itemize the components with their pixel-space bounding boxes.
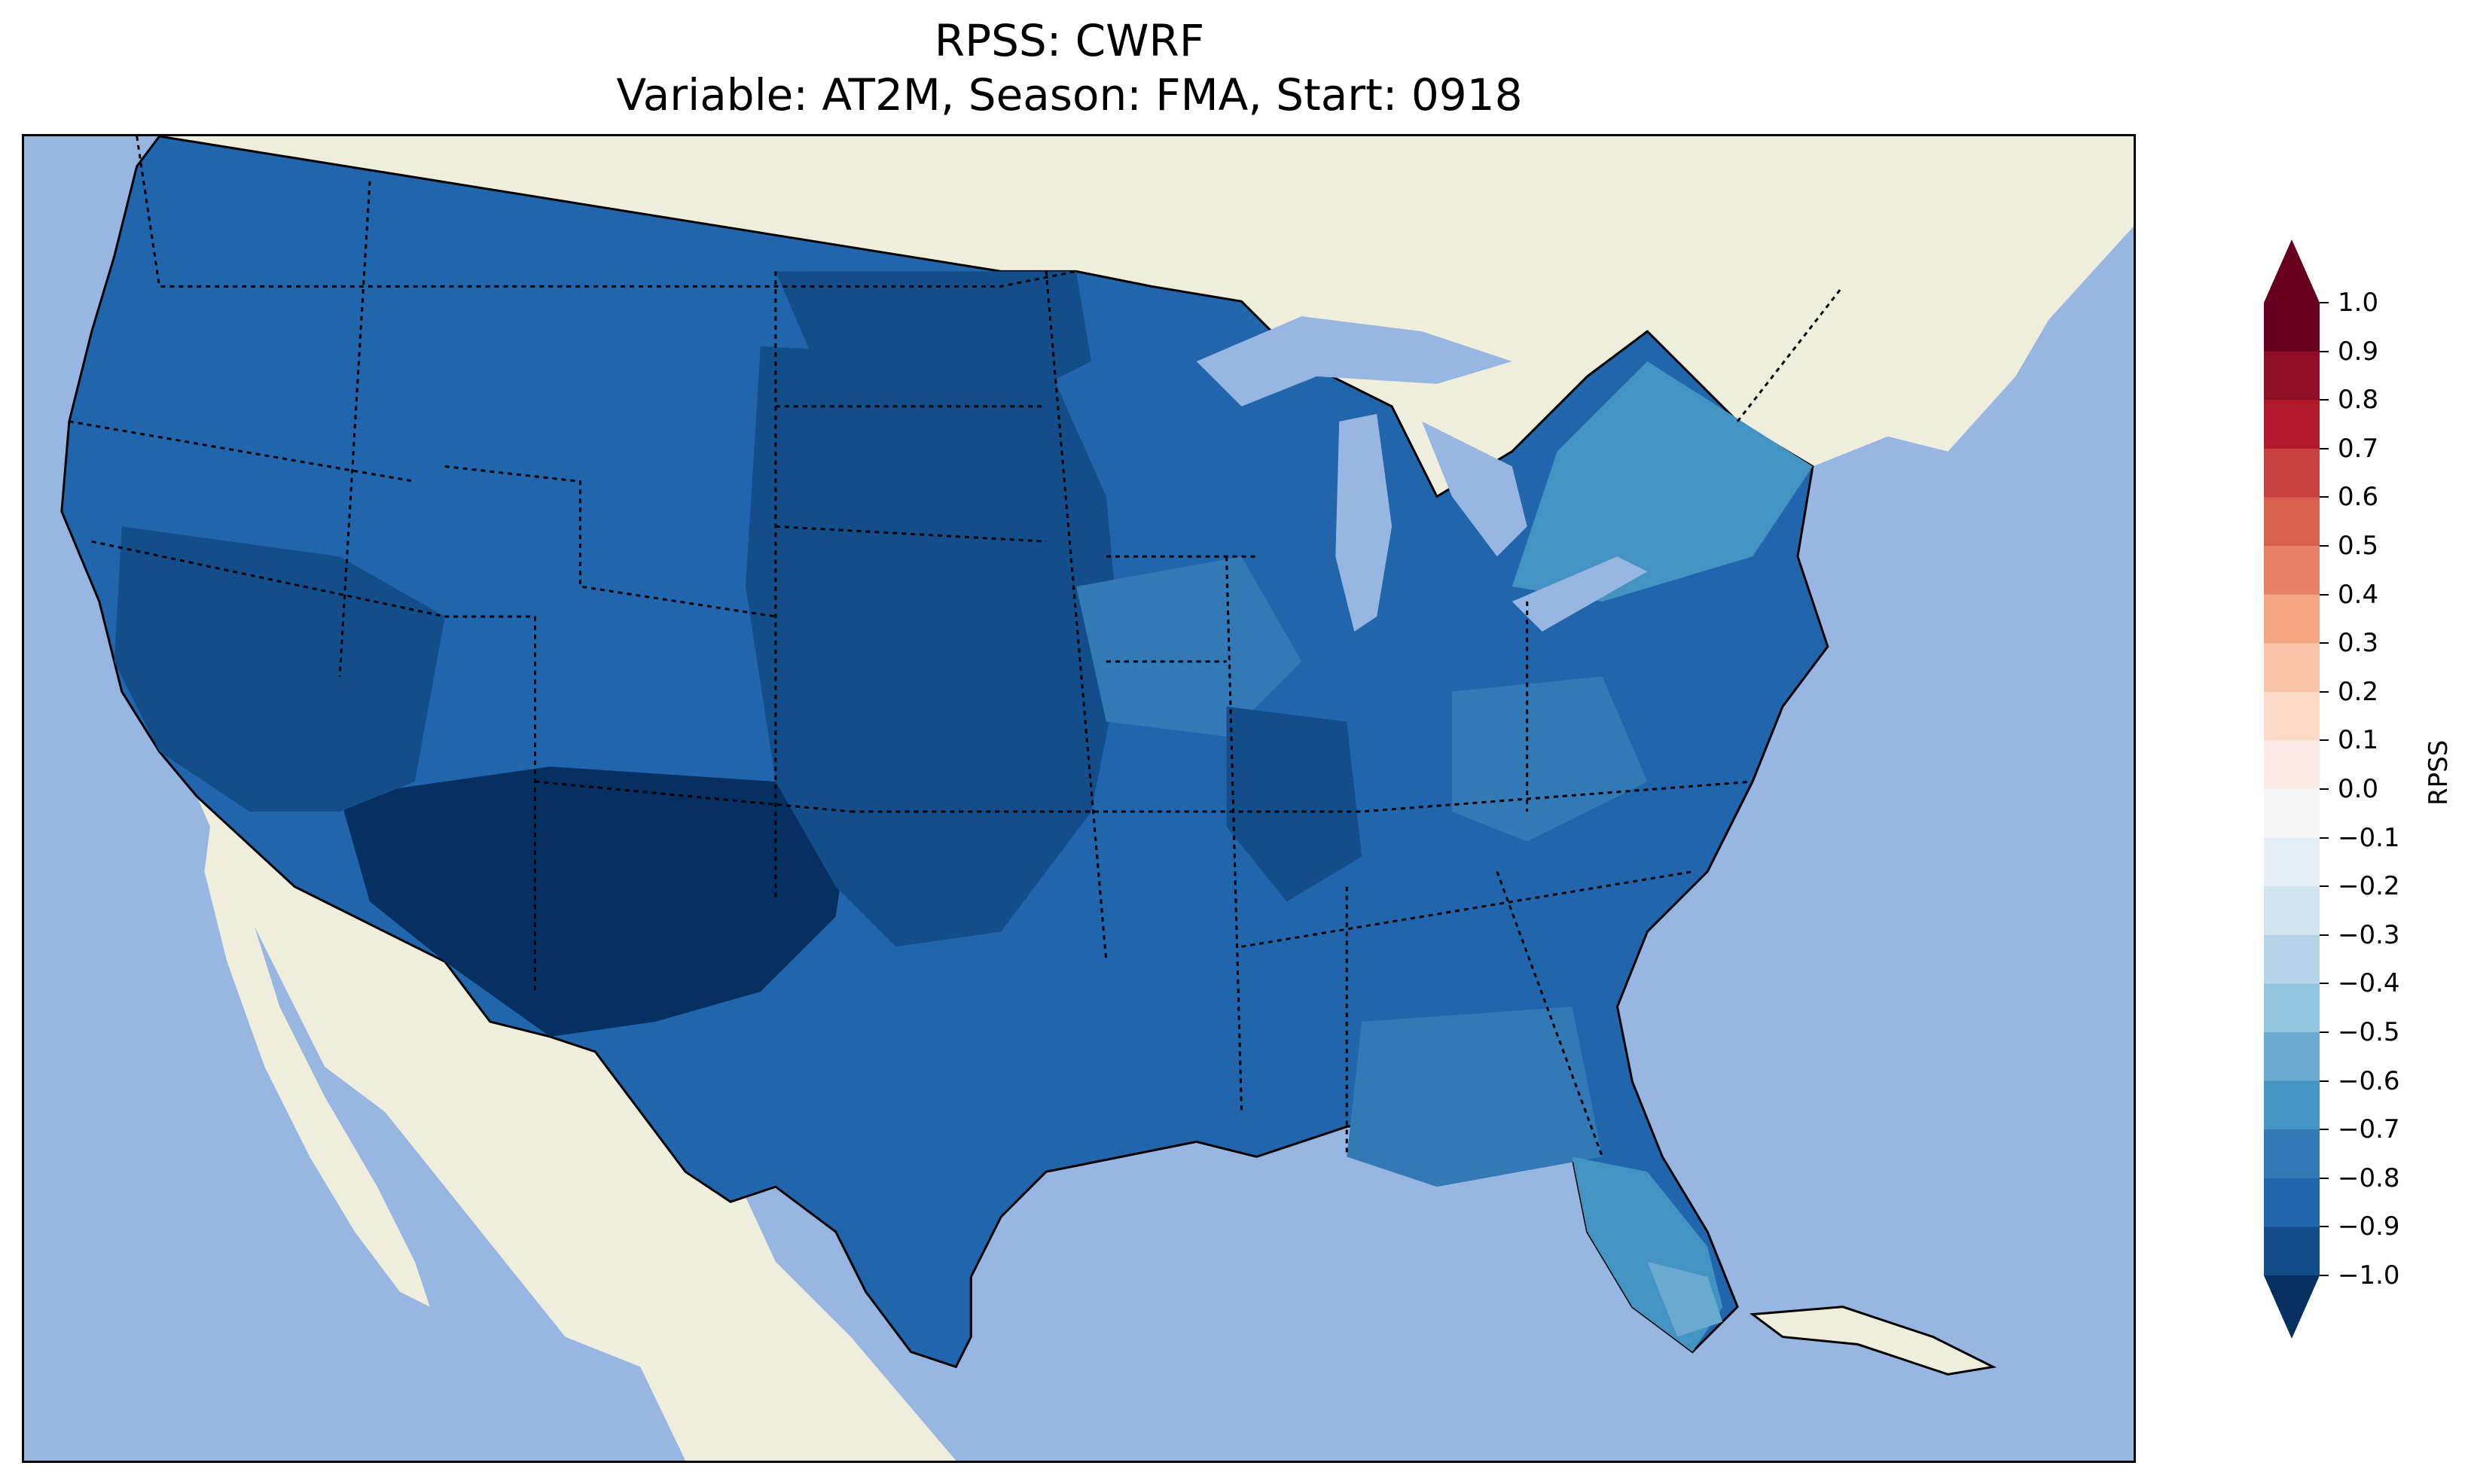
colorbar-extend-max [2264,239,2320,303]
colorbar-tick-mark [2320,545,2329,547]
colorbar-tick-label: 0.1 [2338,725,2379,756]
colorbar-cell [2264,1080,2320,1130]
colorbar-tick-label: 0.4 [2338,579,2379,610]
colorbar-cell [2264,1129,2320,1179]
north-coast-land [1842,136,2134,361]
colorbar-tick-label: −0.2 [2338,871,2400,902]
colorbar-cell [2264,789,2320,839]
colorbar-cell [2264,594,2320,644]
mexico-land [197,797,956,1461]
cuba-island [1749,1306,1997,1376]
colorbar-cell [2264,837,2320,887]
south-florida-region [1647,1261,1723,1337]
lake-huron [1422,421,1527,557]
colorbar-cell [2264,1227,2320,1276]
colorbar-tick-mark [2320,1226,2329,1228]
southwest-region [340,766,851,1037]
lake-superior [1196,316,1512,407]
colorbar-tick-label: 0.7 [2338,433,2379,464]
colorbar-tick-mark [2320,447,2329,449]
map-title: RPSS: CWRF Variable: AT2M, Season: FMA, … [0,14,2139,122]
colorbar-tick-label: 0.2 [2338,676,2379,707]
colorbar-cell [2264,303,2320,352]
colorbar-tick-label: 0.6 [2338,482,2379,513]
colorbar-tick-mark [2320,1177,2329,1179]
baja-peninsula [204,811,430,1307]
colorbar-extend-min [2264,1275,2320,1339]
colorbar-cell [2264,643,2320,693]
colorbar [2264,239,2320,1339]
colorbar-cell [2264,546,2320,596]
great-plains-region [745,346,1121,947]
colorbar-tick-mark [2320,593,2329,596]
colorbar-cell [2264,448,2320,498]
colorbar-cell [2264,400,2320,449]
northern-plains-region [775,271,1091,392]
west-interior-region [114,526,445,812]
lake-erie [1512,556,1648,632]
colorbar-cell [2264,1178,2320,1227]
colorbar-tick-mark [2320,1129,2329,1131]
colorbar-tick-mark [2320,399,2329,401]
colorbar-tick-label: −1.0 [2338,1260,2400,1291]
colorbar-cell [2264,983,2320,1033]
colorbar-tick-mark [2320,1080,2329,1082]
colorbar-tick-mark [2320,1031,2329,1033]
colorbar-tick-mark [2320,642,2329,644]
colorbar-tick-mark [2320,788,2329,790]
state-borders [69,181,1753,1157]
colorbar-cell [2264,497,2320,547]
colorbar-tick-label: −0.7 [2338,1114,2400,1145]
colorbar-label: RPSS [2424,739,2454,806]
colorbar-tick-label: 0.3 [2338,628,2379,659]
colorbar-cell [2264,934,2320,984]
colorbar-cell [2264,1032,2320,1082]
southeast-region [1347,1007,1603,1187]
us-map [60,136,2134,1461]
colorbar-cell [2264,740,2320,790]
colorbar-tick-mark [2320,836,2329,839]
title-line-1: RPSS: CWRF [934,15,1205,66]
colorbar-cell [2264,691,2320,741]
colorbar-tick-mark [2320,885,2329,888]
colorbar-tick-label: −0.5 [2338,1017,2400,1047]
map-panel [22,134,2136,1463]
upper-midwest-region [1076,556,1302,737]
colorbar-cell [2264,886,2320,936]
colorbar-tick-mark [2320,496,2329,498]
us-canada-border [136,136,1844,422]
colorbar-tick-mark [2320,983,2329,985]
illinois-region [1226,706,1362,902]
colorbar-tick-mark [2320,690,2329,693]
colorbar-tick-label: 0.0 [2338,774,2379,804]
title-line-2: Variable: AT2M, Season: FMA, Start: 0918 [616,69,1523,120]
colorbar-tick-mark [2320,739,2329,742]
colorbar-tick-mark [2320,302,2329,303]
colorbar-tick-label: 0.5 [2338,531,2379,561]
colorbar-tick-mark [2320,1275,2329,1276]
colorbar-tick-mark [2320,934,2329,936]
colorbar-tick-label: 0.9 [2338,336,2379,367]
colorbar-tick-label: −0.1 [2338,822,2400,853]
colorbar-tick-label: 1.0 [2338,288,2379,318]
colorbar-tick-label: −0.3 [2338,919,2400,950]
colorbar-tick-label: 0.8 [2338,385,2379,416]
colorbar-tick-mark [2320,350,2329,352]
colorbar-tick-label: −0.8 [2338,1163,2400,1193]
colorbar-cell [2264,351,2320,401]
colorbar-tick-label: −0.9 [2338,1211,2400,1242]
colorbar-tick-label: −0.6 [2338,1065,2400,1096]
lake-michigan [1335,413,1393,632]
colorbar-tick-label: −0.4 [2338,968,2400,999]
